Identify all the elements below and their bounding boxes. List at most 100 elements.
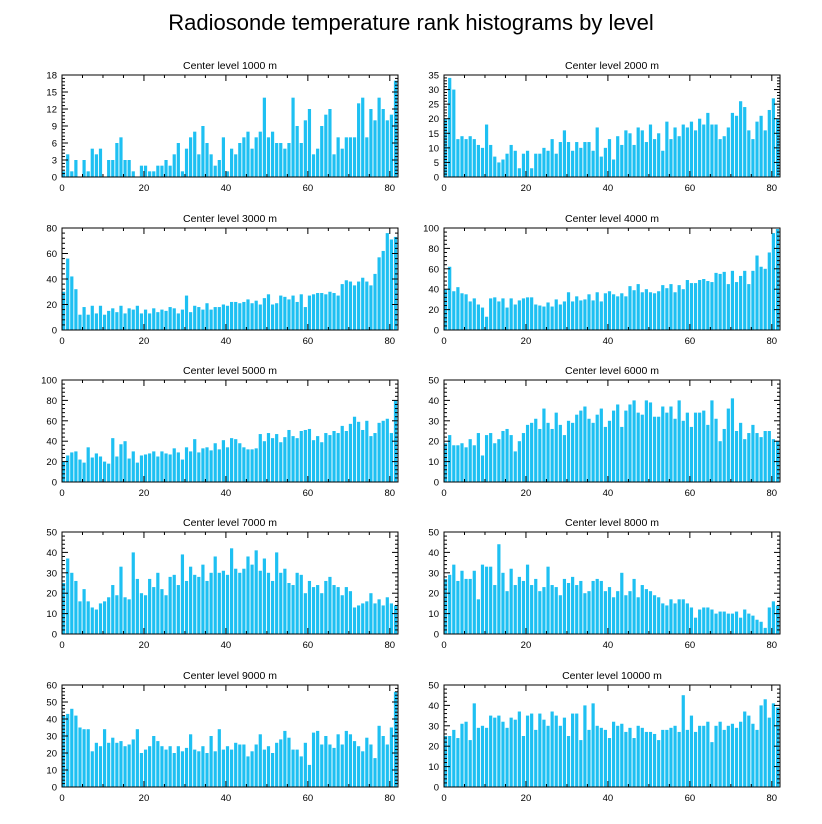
histogram-bar xyxy=(389,433,393,482)
histogram-bar xyxy=(357,281,361,330)
histogram-bar xyxy=(184,747,189,787)
histogram-bar xyxy=(657,416,661,482)
histogram-bar xyxy=(657,740,661,787)
histogram-bar xyxy=(307,109,312,177)
histogram-bar xyxy=(636,412,640,482)
histogram-bar xyxy=(751,139,755,177)
histogram-bar xyxy=(718,611,722,634)
histogram-bar xyxy=(476,727,480,787)
histogram-bar xyxy=(135,462,139,482)
histogram-bar xyxy=(558,725,562,787)
x-tick-label: 20 xyxy=(521,183,532,194)
histogram-bar xyxy=(730,398,735,482)
histogram-bar xyxy=(722,136,726,177)
histogram-bar xyxy=(534,153,538,177)
histogram-bar xyxy=(320,293,324,330)
histogram-bar xyxy=(681,289,685,330)
histogram-bar xyxy=(148,171,152,177)
histogram-bar xyxy=(734,727,739,787)
histogram-bar xyxy=(562,301,567,330)
histogram-bar xyxy=(102,601,107,634)
histogram-bar xyxy=(456,445,460,482)
histogram-bar xyxy=(644,289,648,330)
histogram-bar xyxy=(767,431,771,482)
histogram-bar xyxy=(66,455,70,482)
histogram-bar xyxy=(365,601,369,634)
histogram-bar xyxy=(373,433,377,482)
histogram-bar xyxy=(595,578,599,634)
histogram-bar xyxy=(538,428,542,482)
histogram-bar xyxy=(628,404,632,482)
histogram-bar xyxy=(62,461,66,482)
histogram-bar xyxy=(771,439,775,482)
histogram-bar xyxy=(221,304,225,330)
x-tick-label: 40 xyxy=(221,336,232,347)
histogram-bar xyxy=(246,756,250,787)
histogram-bar xyxy=(763,268,767,330)
histogram-bar xyxy=(127,744,131,787)
histogram-bar xyxy=(381,250,385,330)
histogram-bar xyxy=(385,744,389,787)
histogram-bar xyxy=(111,438,115,482)
histogram-bar xyxy=(525,715,530,787)
histogram-bar xyxy=(156,312,160,330)
histogram-bar xyxy=(90,305,94,330)
histogram-bar xyxy=(66,558,70,634)
histogram-bar xyxy=(513,304,517,330)
histogram-bar xyxy=(607,420,612,482)
histogram-bar xyxy=(205,303,209,330)
histogram-bar xyxy=(205,447,209,482)
histogram-bar xyxy=(767,109,771,177)
histogram-bar xyxy=(501,721,505,787)
histogram-bar xyxy=(270,438,275,482)
histogram-bar xyxy=(238,303,242,330)
histogram-bar xyxy=(119,137,123,177)
y-tick-label: 0 xyxy=(434,783,439,794)
chart-panel: Center level 9000 m 0 10 20 30 40 50 60 0 20 40 60 8… xyxy=(46,670,399,804)
x-tick-label: 80 xyxy=(767,183,778,194)
histogram-bar xyxy=(287,737,291,787)
histogram-bar xyxy=(172,308,176,330)
histogram-bar xyxy=(266,137,271,177)
chart-panel: Center level 4000 m 0 20 40 60 80 100 0 20 40 60 80 xyxy=(423,213,781,347)
histogram-bar xyxy=(575,414,579,482)
histogram-bar xyxy=(521,736,526,787)
histogram-bar xyxy=(299,294,303,330)
histogram-bar xyxy=(542,408,546,482)
histogram-bar xyxy=(530,422,534,482)
histogram-bar xyxy=(636,597,640,634)
histogram-bar xyxy=(620,144,624,177)
histogram-bar xyxy=(270,304,275,330)
histogram-bar xyxy=(201,126,205,177)
histogram-bar xyxy=(771,233,775,330)
histogram-bar xyxy=(352,607,357,634)
histogram-bar xyxy=(238,744,242,787)
x-tick-label: 40 xyxy=(603,183,614,194)
y-tick-label: 3 xyxy=(52,156,57,167)
histogram-bar xyxy=(652,595,657,634)
y-tick-label: 50 xyxy=(46,528,57,539)
histogram-bar xyxy=(139,593,144,634)
histogram-bar xyxy=(279,143,283,177)
histogram-bar xyxy=(722,271,726,330)
histogram-bar xyxy=(513,585,517,634)
histogram-bar xyxy=(324,294,328,330)
histogram-bar xyxy=(254,137,258,177)
x-tick-label: 60 xyxy=(303,793,314,804)
histogram-bar xyxy=(702,124,706,177)
histogram-bar xyxy=(168,307,172,330)
histogram-bar xyxy=(275,552,279,634)
histogram-bar xyxy=(739,101,743,177)
histogram-bar xyxy=(184,447,189,482)
histogram-bar xyxy=(152,451,156,482)
histogram-bar xyxy=(148,746,152,787)
histogram-bar xyxy=(718,139,722,177)
histogram-bar xyxy=(444,578,448,634)
histogram-bar xyxy=(107,742,111,787)
y-tick-label: 40 xyxy=(46,437,57,448)
histogram-bar xyxy=(242,447,246,482)
histogram-bar xyxy=(307,580,312,634)
panel-title: Center level 10000 m xyxy=(562,670,662,682)
histogram-bar xyxy=(669,406,673,482)
